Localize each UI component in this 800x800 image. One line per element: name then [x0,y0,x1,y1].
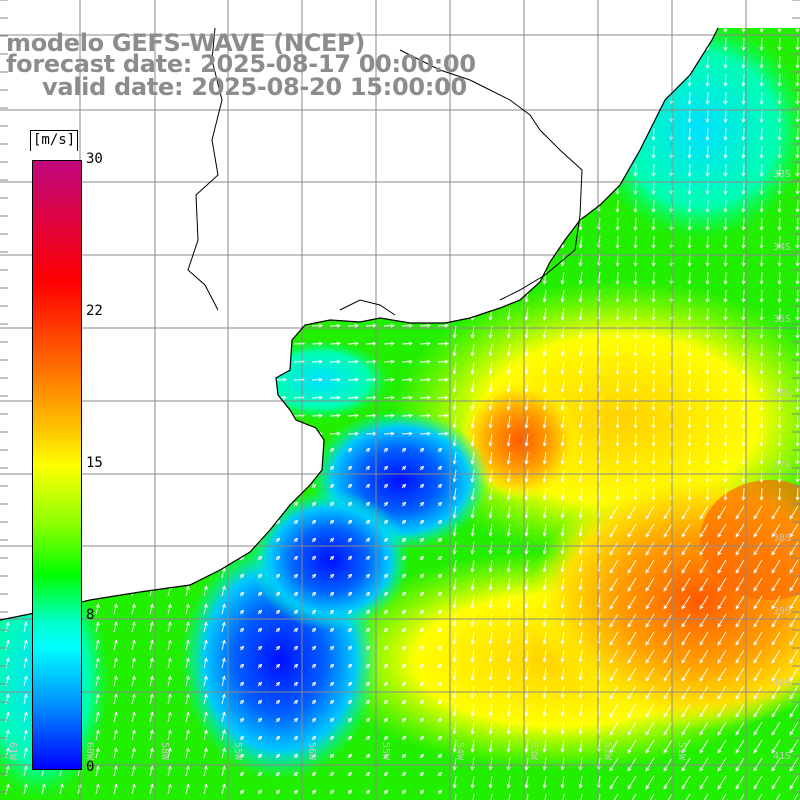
lat-label: 38S [773,533,791,544]
title-valid-date: valid date: 2025-08-20 15:00:00 [42,73,467,101]
coastline [0,27,719,621]
lon-label: 61W [7,742,18,761]
lat-label: 39S [773,606,791,617]
lat-label: 37S [773,460,791,471]
colorbar-tick-30: 30 [86,151,103,167]
latitude-labels: 33S 34S 35S 36S 37S 38S 39S 40S 41S [773,169,791,762]
title-model: modelo GEFS-WAVE (NCEP) [6,29,366,57]
lat-label: 36S [773,388,791,399]
river-border [187,27,583,316]
colorbar [32,160,82,770]
lat-label: 35S [773,314,791,325]
lon-label: 52W [602,742,613,761]
colorbar-tick-22: 22 [86,303,103,319]
lon-label: 55W [380,742,391,761]
lon-label: 54W [454,742,465,761]
title-forecast-date: forecast date: 2025-08-17 00:00:00 [6,50,476,78]
colorbar-tick-0: 0 [86,759,95,775]
lat-label: 41S [773,751,791,762]
lon-label: 53W [528,742,539,761]
lon-label: 56W [306,742,317,761]
lon-label: 58W [159,742,170,761]
lat-label: 33S [773,169,791,180]
colorbar-unit: [m/s] [33,132,76,148]
lon-label: 60W [84,742,95,761]
colorbar-tick-15: 15 [86,455,103,471]
colorbar-tick-8: 8 [86,607,95,623]
lat-label: 34S [773,242,791,253]
lat-label: 40S [773,678,791,689]
lon-label: 55W [232,742,243,761]
longitude-labels: 61W 60W 58W 55W 56W 55W 54W 53W 52W 51W [7,742,687,761]
lon-label: 51W [676,742,687,761]
colorbar-unit-box [30,130,78,151]
